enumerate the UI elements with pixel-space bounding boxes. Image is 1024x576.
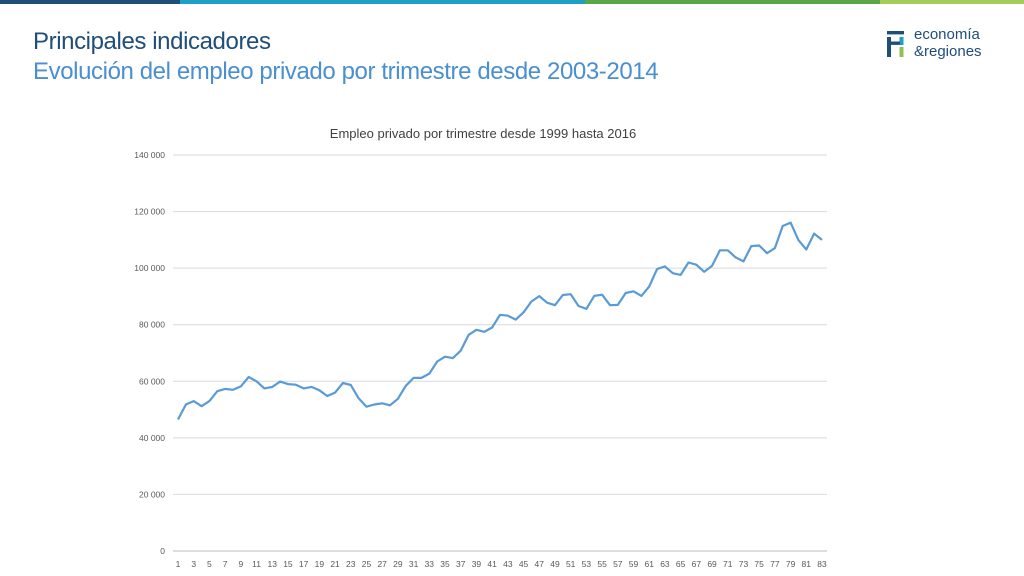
x-tick-label: 11: [252, 559, 261, 569]
x-tick-label: 77: [770, 559, 780, 569]
y-tick-label: 20 000: [139, 489, 165, 499]
x-tick-label: 73: [739, 559, 749, 569]
y-tick-label: 0: [160, 546, 165, 556]
x-tick-label: 53: [582, 559, 592, 569]
x-tick-label: 71: [723, 559, 733, 569]
x-tick-label: 49: [550, 559, 560, 569]
top-color-bar: [0, 0, 1024, 4]
x-tick-label: 41: [487, 559, 497, 569]
x-tick-label: 13: [268, 559, 278, 569]
x-tick-label: 9: [238, 559, 243, 569]
x-tick-label: 47: [535, 559, 545, 569]
x-tick-label: 69: [707, 559, 717, 569]
x-tick-label: 67: [692, 559, 702, 569]
x-tick-label: 21: [330, 559, 340, 569]
top-bar-segment: [880, 0, 1024, 4]
x-tick-label: 43: [503, 559, 513, 569]
series-line: [177, 221, 823, 421]
y-axis-ticks: 0 20 000 40 000 60 000 80 000 100 000 120 000 1…: [134, 150, 165, 556]
y-tick-label: 40 000: [139, 433, 165, 443]
logo-text-line1: economía: [914, 26, 980, 43]
x-tick-label: 15: [283, 559, 293, 569]
x-tick-label: 35: [440, 559, 450, 569]
page-title: Principales indicadores: [33, 28, 271, 55]
x-tick-label: 29: [393, 559, 403, 569]
x-tick-label: 25: [362, 559, 372, 569]
x-tick-label: 83: [817, 559, 827, 569]
x-tick-label: 31: [409, 559, 419, 569]
x-tick-label: 3: [191, 559, 196, 569]
x-tick-label: 81: [802, 559, 812, 569]
chart-grid: [173, 154, 827, 552]
x-tick-label: 63: [660, 559, 670, 569]
x-tick-label: 65: [676, 559, 686, 569]
x-tick-label: 27: [377, 559, 387, 569]
x-tick-label: 37: [456, 559, 466, 569]
x-tick-label: 75: [754, 559, 764, 569]
y-tick-label: 60 000: [139, 376, 165, 386]
header: Principales indicadores Evolución del em…: [33, 27, 659, 87]
top-bar-segment: [180, 0, 585, 4]
y-tick-label: 80 000: [139, 320, 165, 330]
y-tick-label: 120 000: [134, 207, 165, 217]
chart-title: Empleo privado por trimestre desde 1999 …: [330, 126, 636, 141]
y-tick-label: 100 000: [134, 263, 165, 273]
top-bar-segment: [585, 0, 880, 4]
x-tick-label: 39: [472, 559, 482, 569]
x-tick-label: 57: [613, 559, 623, 569]
logo: economía &regiones: [886, 26, 996, 62]
x-tick-label: 5: [207, 559, 212, 569]
logo-text-line2: &regiones: [914, 43, 982, 60]
x-tick-label: 19: [315, 559, 325, 569]
x-tick-label: 55: [597, 559, 607, 569]
x-tick-label: 7: [223, 559, 228, 569]
x-tick-label: 33: [425, 559, 435, 569]
x-tick-label: 17: [299, 559, 309, 569]
x-tick-label: 79: [786, 559, 796, 569]
page-subtitle: Evolución del empleo privado por trimest…: [33, 58, 659, 85]
x-tick-label: 61: [644, 559, 654, 569]
y-tick-label: 140 000: [134, 150, 165, 160]
chart-series: [177, 221, 823, 421]
x-tick-label: 51: [566, 559, 576, 569]
x-tick-label: 1: [176, 559, 181, 569]
x-tick-label: 23: [346, 559, 356, 569]
top-bar-segment: [0, 0, 180, 4]
x-tick-label: 45: [519, 559, 529, 569]
x-axis-ticks: 1 3 5 7 9 11 13 15 17 19 21 23 25 27 29 31 33 35 37 39 41 43 4…: [176, 559, 827, 569]
logo-mark-icon: [887, 31, 904, 57]
x-tick-label: 59: [629, 559, 639, 569]
